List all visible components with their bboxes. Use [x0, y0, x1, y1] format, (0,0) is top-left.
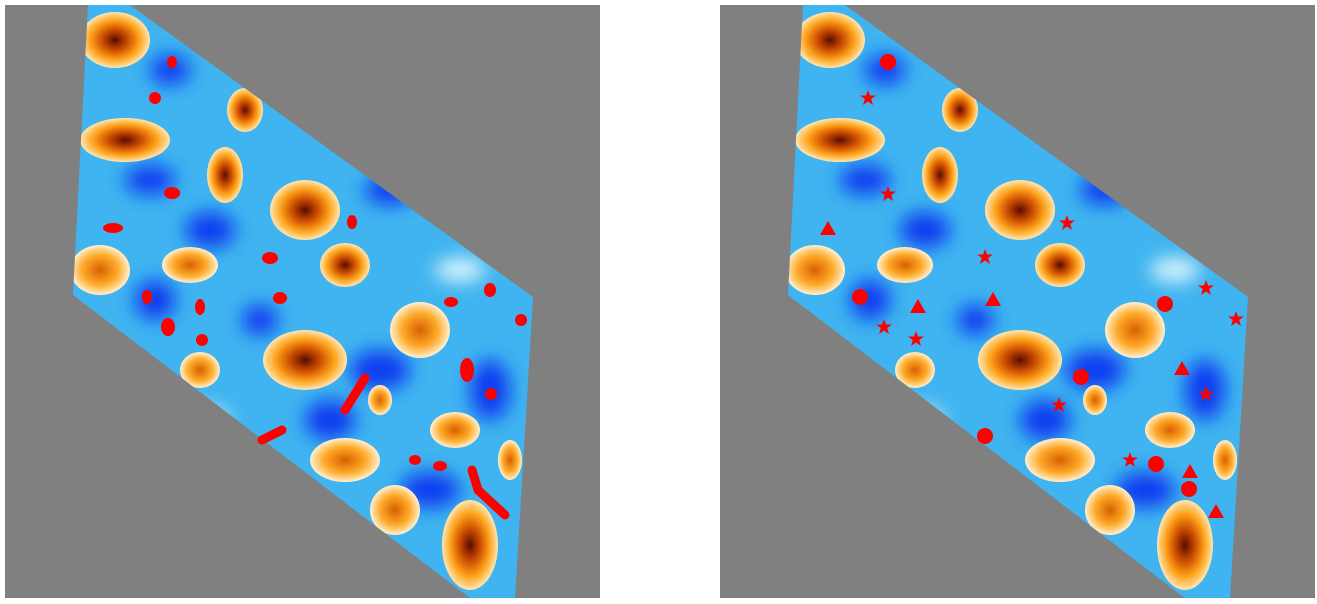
detections [103, 56, 527, 520]
left-panel [5, 0, 600, 599]
right-panel [720, 0, 1315, 599]
